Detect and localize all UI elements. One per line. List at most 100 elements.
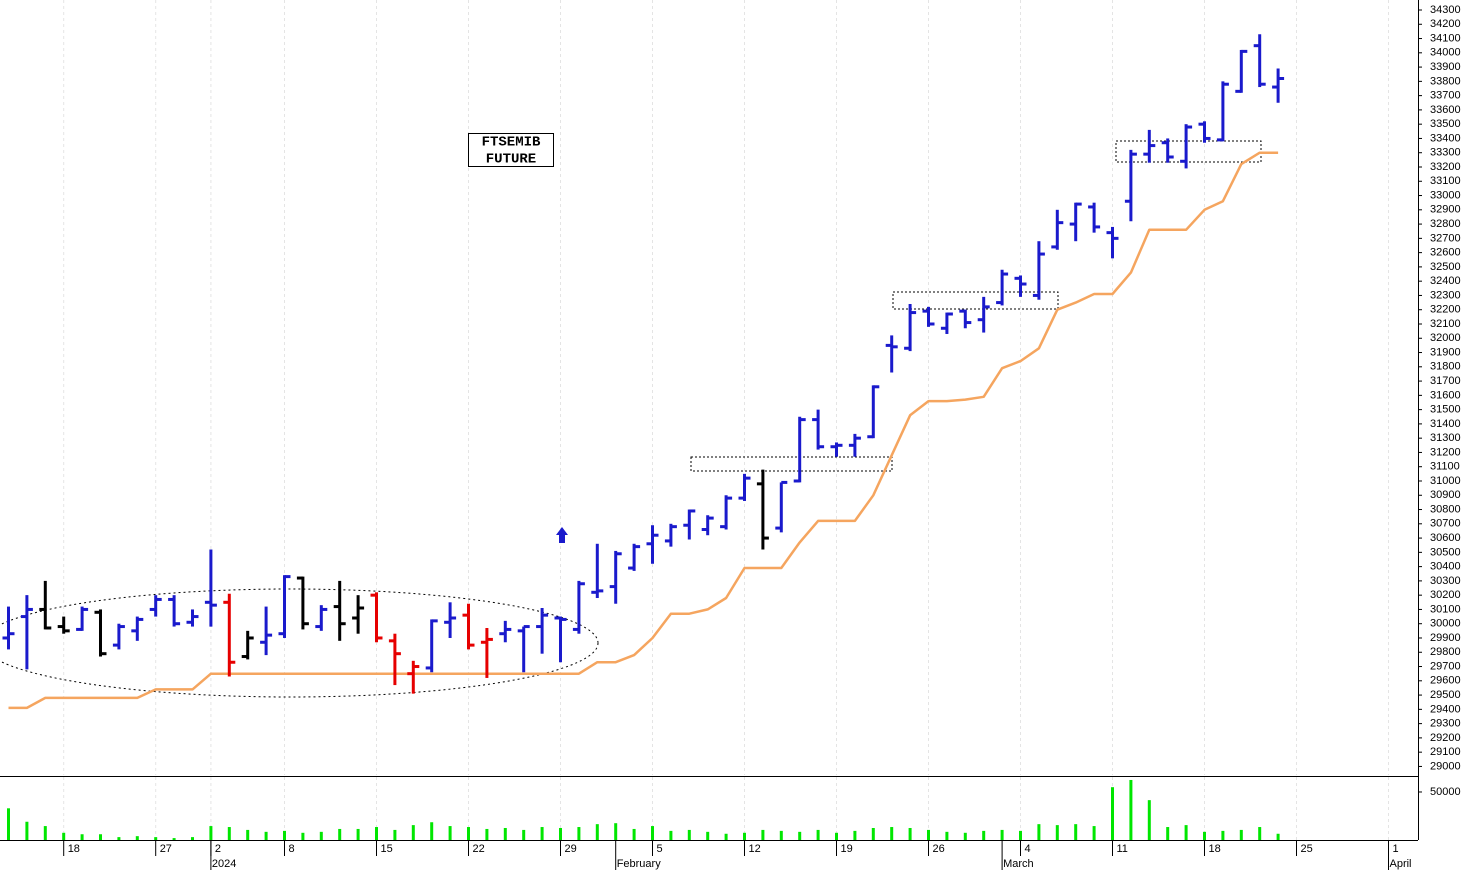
y-tick-label: 32400 <box>1430 275 1461 287</box>
y-tick-label: 29200 <box>1430 732 1461 744</box>
ohlc-bar <box>94 609 107 657</box>
ohlc-bar <box>499 620 512 643</box>
volume-bar <box>724 833 728 840</box>
ohlc-bar <box>922 306 935 327</box>
y-tick-label: 31100 <box>1430 461 1460 473</box>
volume-bar <box>246 829 250 840</box>
y-tick-label: 31500 <box>1430 404 1461 416</box>
y-tick-label: 32300 <box>1430 289 1461 301</box>
volume-bar <box>264 831 268 840</box>
y-tick-label: 29700 <box>1430 660 1461 672</box>
ohlc-bar <box>1088 202 1101 233</box>
ohlc-bar <box>1198 121 1211 143</box>
ohlc-bar <box>940 312 953 334</box>
volume-bar <box>503 827 507 840</box>
ohlc-bar <box>628 543 641 571</box>
volume-bar <box>172 838 176 840</box>
volume-bar <box>651 826 654 840</box>
ohlc-bar <box>186 609 199 627</box>
y-tick-label: 50000 <box>1430 786 1461 798</box>
volume-bar <box>779 830 783 840</box>
x-tick-label: 1 <box>1393 843 1399 855</box>
volume-bar <box>871 827 875 840</box>
volume-bar <box>356 828 360 840</box>
volume-bar <box>522 829 526 840</box>
volume-bar <box>1276 833 1280 840</box>
y-tick-label: 30800 <box>1430 503 1461 515</box>
volume-bar <box>669 830 673 840</box>
ohlc-bar <box>1216 81 1229 142</box>
volume-bar <box>853 830 857 840</box>
ohlc-bar <box>131 616 144 641</box>
y-tick-label: 29300 <box>1430 718 1461 730</box>
ohlc-bar <box>904 304 917 352</box>
y-tick-label: 30200 <box>1430 589 1461 601</box>
volume-bar <box>595 824 599 840</box>
y-tick-label: 33400 <box>1430 132 1461 144</box>
ohlc-bar <box>2 606 15 650</box>
month-label: March <box>1003 858 1034 870</box>
ohlc-bar <box>867 385 880 439</box>
x-tick-label: 15 <box>381 843 393 855</box>
volume-bar <box>908 827 912 840</box>
volume-bar <box>798 831 802 840</box>
y-tick-label: 29800 <box>1430 646 1461 658</box>
ohlc-bar <box>1124 149 1137 222</box>
ohlc-bar <box>149 595 162 617</box>
ohlc-bar <box>480 627 493 678</box>
volume-bar <box>835 832 838 840</box>
volume-bar <box>963 832 967 840</box>
y-tick-label: 31900 <box>1430 346 1461 358</box>
ohlc-bar <box>1069 202 1082 242</box>
ohlc-bar <box>701 515 714 536</box>
y-tick-label: 30300 <box>1430 575 1461 587</box>
volume-bar <box>1092 826 1096 840</box>
ohlc-bar <box>333 580 346 641</box>
ohlc-bar <box>76 606 89 631</box>
ohlc-bar <box>204 549 217 627</box>
volume-bar <box>448 826 452 840</box>
ohlc-bar <box>554 616 567 663</box>
breakout-box <box>1115 140 1262 163</box>
y-tick-label: 33300 <box>1430 147 1461 159</box>
ohlc-bar <box>57 616 70 634</box>
ohlc-bar <box>1014 275 1027 297</box>
volume-bar <box>135 836 139 840</box>
volume-bar <box>117 837 121 840</box>
y-tick-label: 29600 <box>1430 675 1461 687</box>
ohlc-bar <box>241 630 254 660</box>
volume-bar <box>62 832 66 840</box>
ohlc-bar <box>1235 49 1248 93</box>
ohlc-bar <box>1161 138 1174 163</box>
title-box <box>468 133 554 167</box>
ohlc-bar <box>591 543 604 599</box>
y-tick-label: 33100 <box>1430 175 1461 187</box>
y-tick-label: 33000 <box>1430 189 1461 201</box>
volume-bar <box>559 827 562 840</box>
ohlc-bar <box>664 523 677 547</box>
volume-bar <box>227 827 231 840</box>
volume-bar <box>99 834 102 840</box>
volume-bar <box>80 834 84 840</box>
volume-bar <box>1000 829 1004 840</box>
y-tick-label: 32100 <box>1430 318 1461 330</box>
y-tick-label: 33900 <box>1430 61 1461 73</box>
y-tick-label: 34300 <box>1430 4 1461 16</box>
volume-bar <box>687 829 691 840</box>
y-tick-label: 31400 <box>1430 418 1461 430</box>
y-tick-label: 30000 <box>1430 618 1461 630</box>
y-tick-label: 33700 <box>1430 90 1461 102</box>
range-ellipse <box>0 588 599 698</box>
ohlc-bar <box>738 473 751 501</box>
x-tick-label: 27 <box>160 843 172 855</box>
ohlc-bar <box>536 608 549 654</box>
x-tick-label: 19 <box>841 843 853 855</box>
y-tick-label: 32200 <box>1430 304 1461 316</box>
month-label: April <box>1390 858 1412 870</box>
volume-bar <box>743 832 746 840</box>
volume-bar <box>43 826 47 840</box>
ohlc-bar <box>830 442 843 457</box>
y-tick-label: 31800 <box>1430 361 1461 373</box>
volume-bar <box>577 827 581 840</box>
ohlc-bar <box>793 416 806 483</box>
